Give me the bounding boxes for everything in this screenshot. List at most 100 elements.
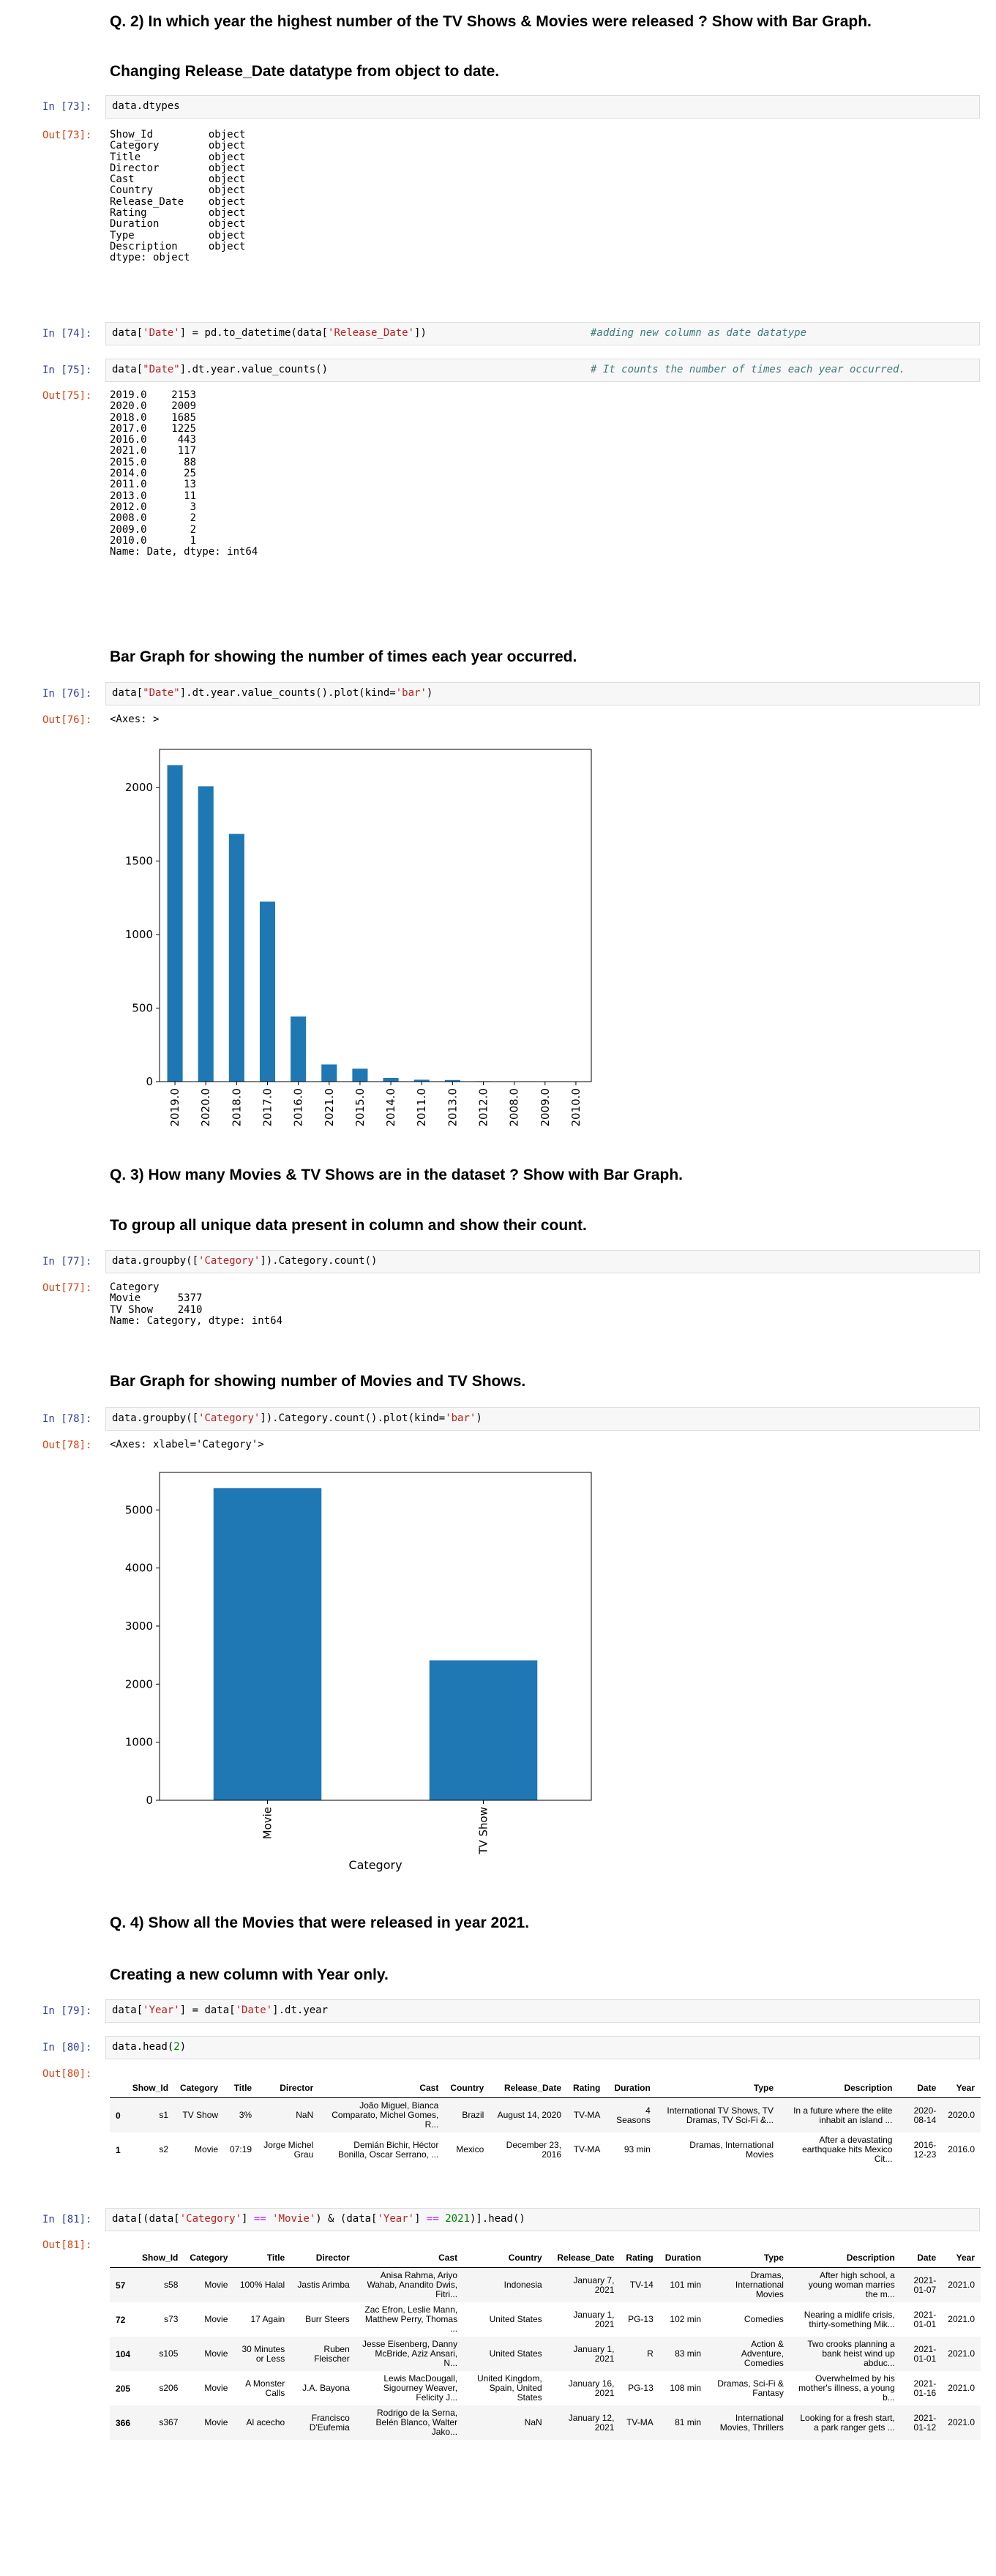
code-string: 'Category' <box>198 1412 261 1424</box>
table-cell: Burr Steers <box>305 2314 350 2324</box>
code-string: 'Release_Date' <box>328 327 415 339</box>
x-tick-label: 2015.0 <box>353 1088 367 1127</box>
table-cell: United Kingdom, Spain, United States <box>476 2373 542 2403</box>
table-cell: Rodrigo de la Serna, Belén Blanco, Walte… <box>355 2405 464 2440</box>
dataframe-movies-2021: Show_Id Category Title Director Cast Country R… <box>110 2248 981 2440</box>
code-cell-75[interactable]: data["Date"].dt.year.value_counts() # It … <box>105 359 980 382</box>
output-prompt-77: Out[77]: <box>42 1282 92 1294</box>
code-part: ]) <box>414 327 427 339</box>
bar <box>167 765 183 1082</box>
code-text: data.dtypes <box>112 100 180 112</box>
table-cell: In a future where the elite inhabit an i… <box>779 2097 899 2133</box>
code-cell-79[interactable]: data['Year'] = data['Date'].dt.year <box>105 1999 980 2023</box>
row-index: 205 <box>116 2383 131 2394</box>
code-string: "Date" <box>143 364 180 375</box>
column-header: Category <box>184 2248 234 2268</box>
row-index: 72 <box>116 2314 126 2325</box>
output-category-counts: Category Movie 5377 TV Show 2410 Name: C… <box>110 1281 283 1327</box>
table-cell: Anisa Rahma, Ariyo Wahab, Anandito Dwis,… <box>355 2267 464 2302</box>
y-tick-label: 1000 <box>125 1736 153 1749</box>
table-cell: TV-MA <box>567 2097 607 2133</box>
x-tick-label: 2013.0 <box>446 1088 459 1127</box>
input-prompt-78: In [78]: <box>42 1413 92 1425</box>
code-part: ].dt.year.value_counts() <box>179 364 329 375</box>
x-tick-label: 2012.0 <box>477 1088 490 1127</box>
code-part: data.groupby([ <box>112 1255 199 1267</box>
code-number: 2021 <box>445 2213 470 2225</box>
table-cell: 07:19 <box>230 2144 252 2154</box>
dataframe-head: Show_Id Category Title Director Cast Country R… <box>110 2078 981 2167</box>
bar <box>213 1488 322 1800</box>
table-row: 57 s58 Movie 100% Halal Jastis Arimba Anisa R… <box>110 2267 981 2302</box>
code-cell-76[interactable]: data["Date"].dt.year.value_counts().plot… <box>105 682 980 705</box>
column-header: Type <box>656 2078 780 2098</box>
code-string: 'bar' <box>395 687 427 699</box>
table-cell: Francisco D'Eufemia <box>291 2405 356 2440</box>
column-header: Duration <box>606 2078 656 2098</box>
code-cell-81[interactable]: data[(data['Category'] == 'Movie') & (da… <box>105 2208 980 2231</box>
table-cell: Dramas, Sci-Fi & Fantasy <box>717 2378 784 2398</box>
column-header: Release_Date <box>490 2078 568 2098</box>
table-cell: 30 Minutes or Less <box>233 2337 291 2371</box>
table-cell: 2021.0 <box>948 2383 975 2393</box>
code-cell-74[interactable]: data['Date'] = pd.to_datetime(data['Rele… <box>105 322 980 345</box>
output-axes-76: <Axes: > <box>110 714 160 725</box>
table-cell: Indonesia <box>463 2267 548 2302</box>
column-header: Show_Id <box>136 2248 184 2268</box>
table-cell: August 14, 2020 <box>490 2097 568 2133</box>
table-cell: 81 min <box>659 2405 708 2440</box>
table-cell: 83 min <box>659 2337 708 2371</box>
code-cell-80[interactable]: data.head(2) <box>105 2036 980 2059</box>
code-cell-73[interactable]: data.dtypes <box>105 95 980 119</box>
table-cell: Ruben Fleischer <box>291 2337 356 2371</box>
table-cell: Looking for a fresh start, a park ranger… <box>789 2405 901 2440</box>
table-cell: Dramas, International Movies <box>707 2267 790 2302</box>
code-part: ) & (data[ <box>315 2213 378 2225</box>
heading-q2: Q. 2) In which year the highest number o… <box>110 13 872 30</box>
code-part: ]).Category.count().plot(kind= <box>260 1412 446 1424</box>
chart-year-counts: 0 500 1000 1500 2000 2019.0 2020.0 2018.0 2017.0… <box>125 749 592 1127</box>
column-header: Rating <box>620 2248 659 2268</box>
x-tick-label: 2021.0 <box>323 1088 336 1127</box>
table-cell: After high school, a young woman marries… <box>789 2267 901 2302</box>
x-tick-label: 2018.0 <box>230 1088 243 1127</box>
table-cell: 2021.0 <box>942 2337 981 2371</box>
table-cell: 2021.0 <box>942 2267 981 2302</box>
code-part: ] = pd.to_datetime(data[ <box>179 327 329 339</box>
code-part: )].head() <box>469 2213 525 2225</box>
column-header: Year <box>942 2248 981 2268</box>
table-cell: Action & Adventure, Comedies <box>707 2337 790 2371</box>
table-cell: 2020-08-14 <box>898 2097 943 2133</box>
x-tick-label: 2016.0 <box>292 1088 305 1127</box>
code-operator: == <box>426 2213 439 2225</box>
table-cell: 2020.0 <box>942 2097 981 2133</box>
y-tick-label: 2000 <box>125 781 153 794</box>
x-tick-label: 2020.0 <box>199 1088 212 1127</box>
input-prompt-74: In [74]: <box>42 328 92 340</box>
y-tick-label: 0 <box>146 1794 153 1807</box>
column-header: Cast <box>355 2248 464 2268</box>
table-cell: Movie <box>204 2383 228 2393</box>
table-cell: PG-13 <box>628 2314 654 2324</box>
bar <box>228 834 244 1082</box>
code-cell-77[interactable]: data.groupby(['Category']).Category.coun… <box>105 1250 980 1273</box>
code-cell-78[interactable]: data.groupby(['Category']).Category.coun… <box>105 1407 980 1431</box>
row-index: 1 <box>116 2144 121 2155</box>
table-cell: TV-14 <box>620 2267 659 2302</box>
table-cell: January 1, 2021 <box>573 2309 615 2329</box>
bar <box>291 1016 307 1082</box>
table-cell: TV-MA <box>573 2144 601 2154</box>
y-tick-label: 2000 <box>125 1677 153 1690</box>
table-cell: Dramas, International Movies <box>689 2139 774 2160</box>
chart-category-counts: 0 1000 2000 3000 4000 5000 Movie TV Show Categor… <box>125 1472 592 1872</box>
column-header: Cast <box>319 2078 445 2098</box>
output-year-counts: 2019.0 2153 2020.0 2009 2018.0 1685 2017… <box>110 389 258 558</box>
table-cell: 2021-01-01 <box>900 2337 943 2371</box>
column-header <box>110 2248 137 2268</box>
table-cell: s1 <box>126 2097 175 2133</box>
code-string: 'Category' <box>198 1255 261 1267</box>
column-header: Rating <box>567 2078 607 2098</box>
bar <box>352 1068 368 1082</box>
x-tick-label: 2019.0 <box>168 1088 181 1127</box>
table-cell: January 1, 2021 <box>547 2337 621 2371</box>
